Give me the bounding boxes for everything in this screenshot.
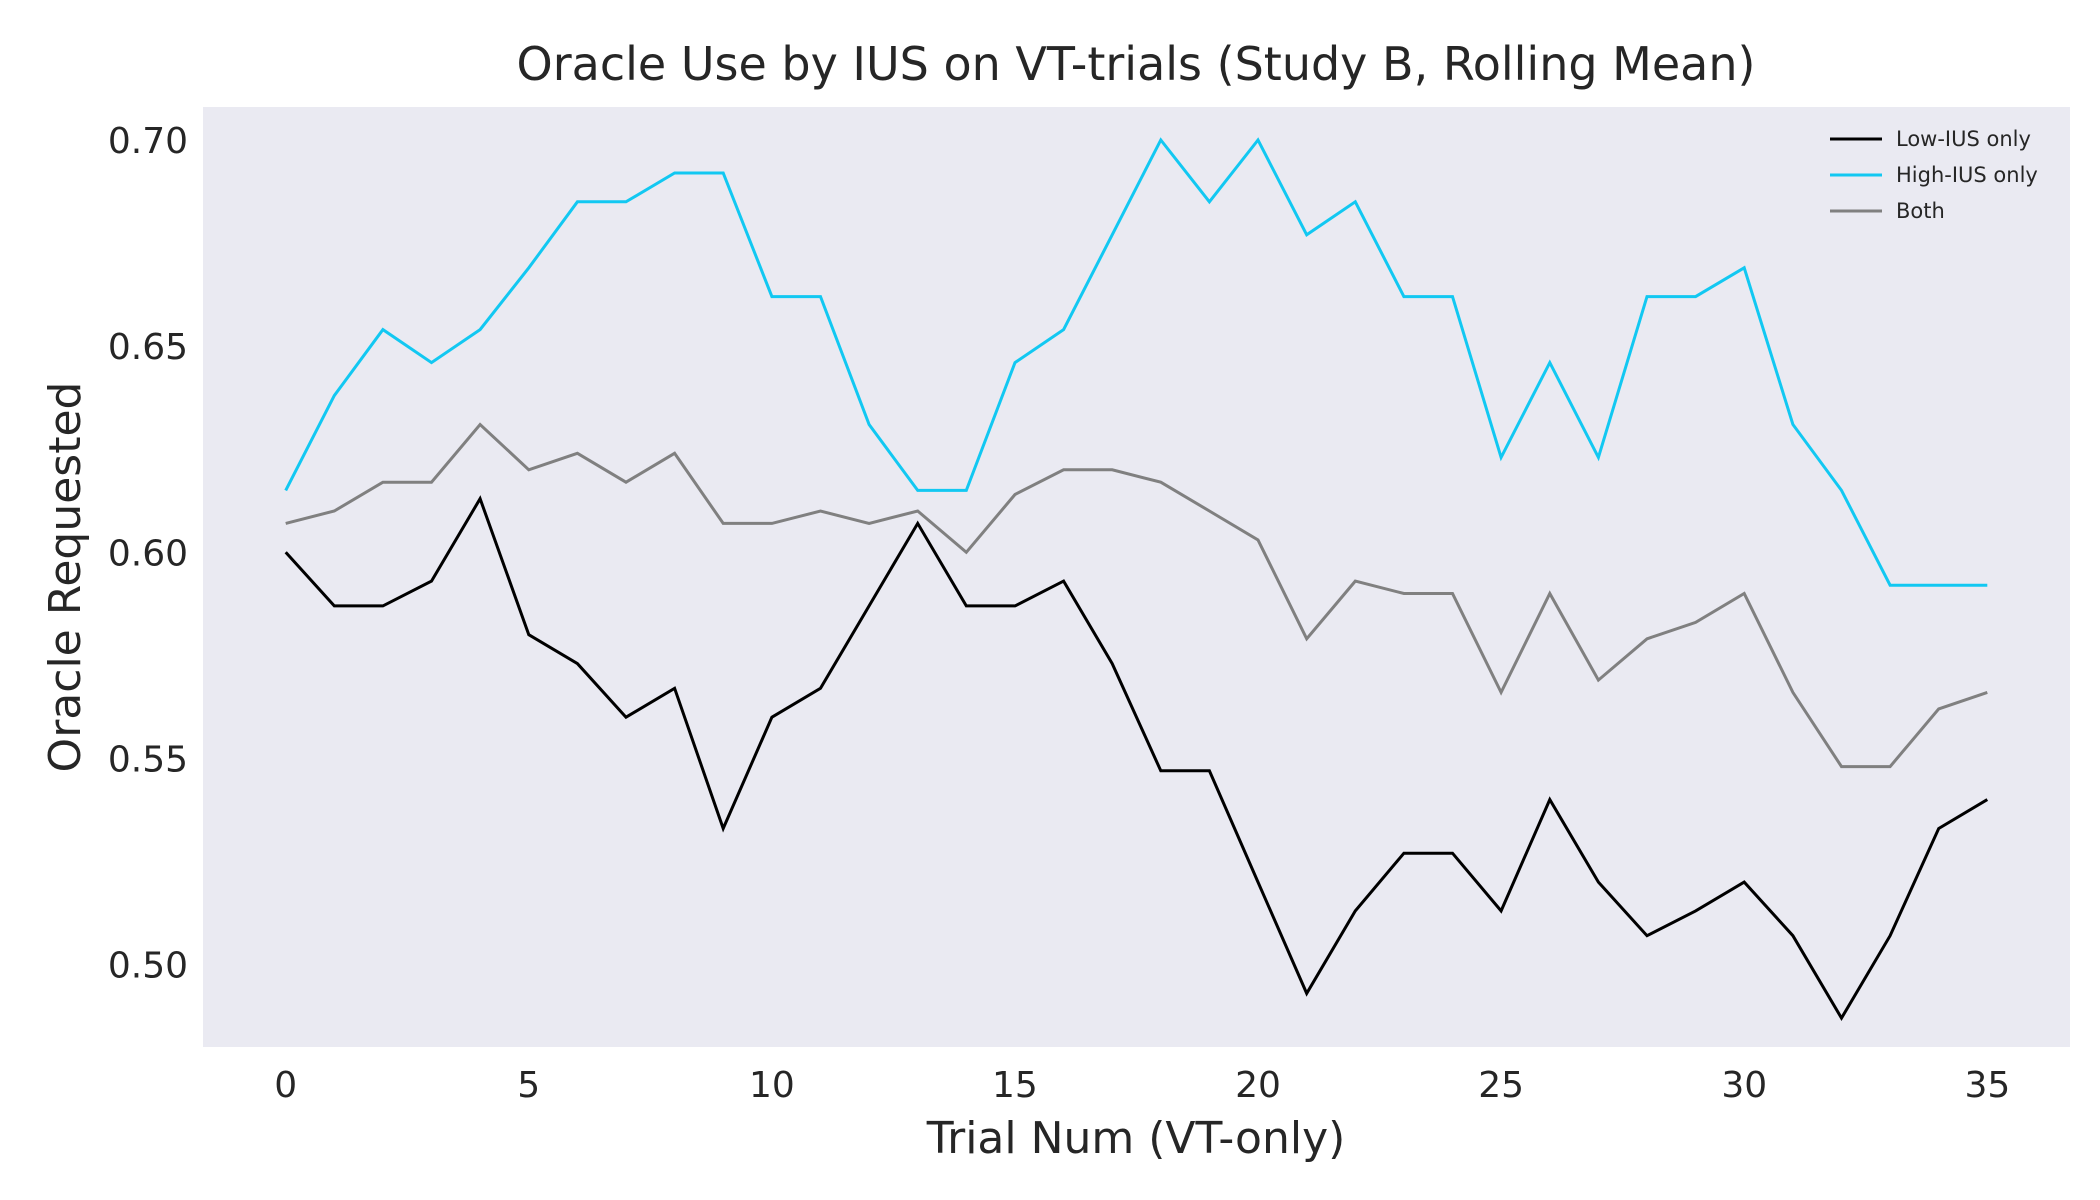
legend-label: Low-IUS only: [1896, 127, 2031, 151]
legend-item-low-ius-only: Low-IUS only: [1830, 127, 2031, 151]
legend-label: High-IUS only: [1896, 163, 2038, 187]
y-tick-label: 0.65: [108, 327, 188, 368]
y-tick-label: 0.70: [108, 121, 188, 162]
y-tick-label: 0.55: [108, 739, 188, 780]
legend-item-high-ius-only: High-IUS only: [1830, 163, 2038, 187]
x-tick-label: 25: [1478, 1065, 1524, 1106]
x-axis-label: Trial Num (VT-only): [926, 1113, 1346, 1164]
x-tick-label: 35: [1964, 1065, 2010, 1106]
plot-area: [203, 107, 2070, 1047]
x-tick-label: 5: [517, 1065, 540, 1106]
series-line-low-ius-only: [284, 495, 1989, 1022]
x-tick-label: 30: [1721, 1065, 1767, 1106]
y-tick-labels: 0.50 0.55 0.60 0.65 0.70: [108, 121, 188, 987]
x-tick-label: 15: [992, 1065, 1038, 1106]
legend: Low-IUS only High-IUS only Both: [1830, 127, 2038, 223]
x-tick-label: 0: [274, 1065, 297, 1106]
series-layer: [284, 137, 1989, 1022]
chart-title: Oracle Use by IUS on VT-trials (Study B,…: [517, 37, 1756, 91]
legend-label: Both: [1896, 199, 1945, 223]
x-tick-label: 10: [749, 1065, 795, 1106]
legend-item-both: Both: [1830, 199, 1945, 223]
y-tick-label: 0.50: [108, 946, 188, 987]
x-tick-label: 20: [1235, 1065, 1281, 1106]
x-tick-labels: 0 5 10 15 20 25 30 35: [274, 1065, 2010, 1106]
y-axis-label: Oracle Requested: [40, 382, 91, 773]
y-tick-label: 0.60: [108, 533, 188, 574]
series-line-both: [285, 422, 1988, 769]
series-line-high-ius-only: [284, 137, 1988, 587]
